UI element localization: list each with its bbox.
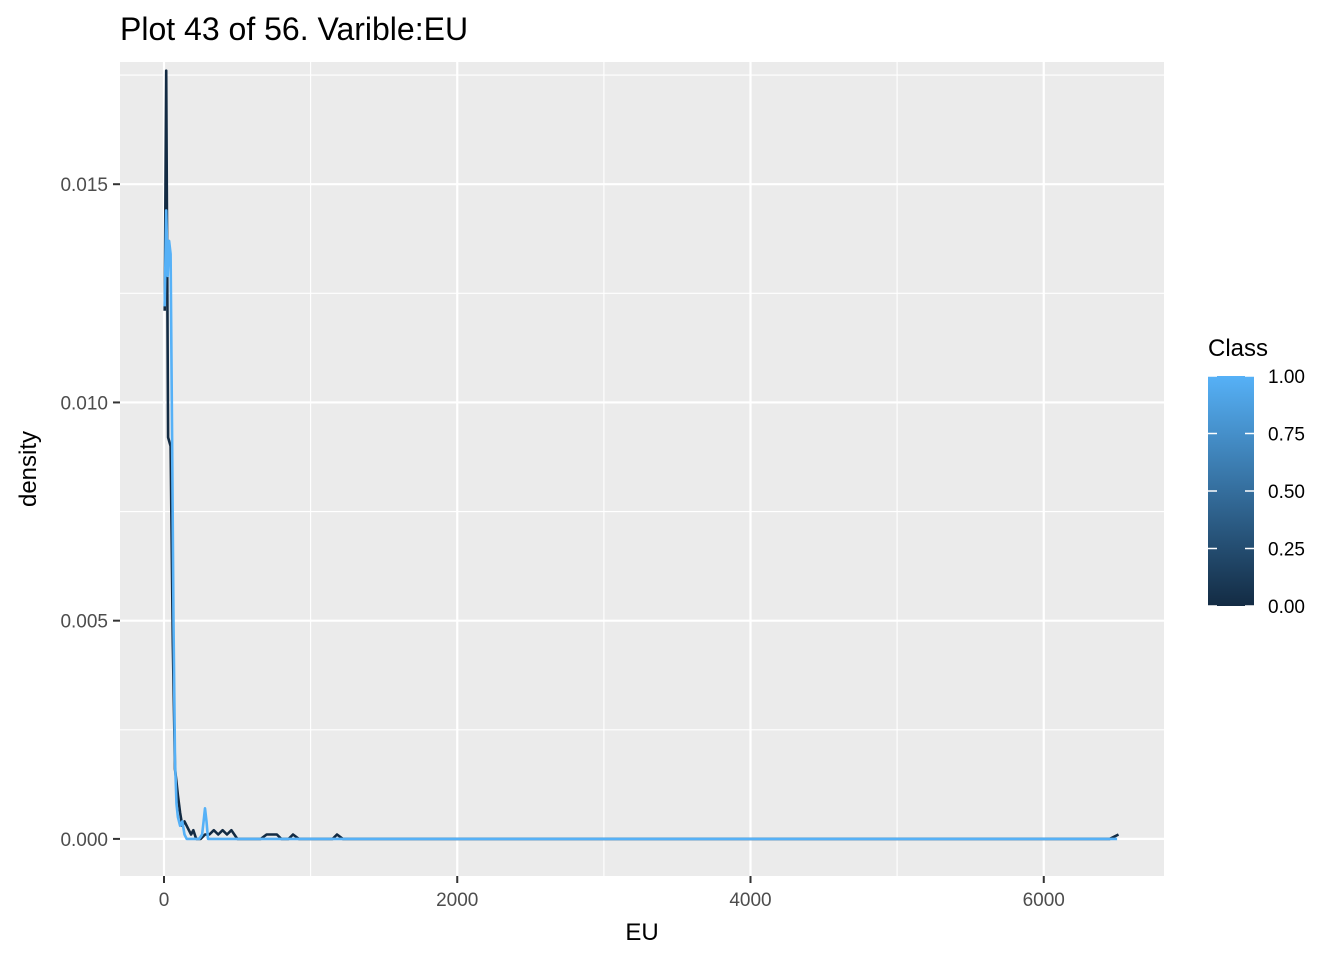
chart-title: Plot 43 of 56. Varible:EU — [120, 11, 468, 47]
x-tick-label: 4000 — [729, 890, 771, 911]
legend-label: 0.00 — [1268, 597, 1305, 618]
plot-panel — [120, 62, 1164, 876]
density-line-class-1 — [163, 209, 1118, 841]
legend-ticks: 0.00 0.25 0.50 0.75 1.00 — [1208, 367, 1305, 618]
y-tick-label: 0.015 — [60, 175, 108, 196]
x-axis: 0 2000 4000 6000 — [159, 876, 1065, 911]
x-tick-label: 6000 — [1023, 890, 1065, 911]
x-tick-label: 2000 — [436, 890, 478, 911]
legend-label: 0.25 — [1268, 540, 1305, 561]
legend-title: Class — [1208, 335, 1268, 362]
legend-label: 0.75 — [1268, 425, 1305, 446]
y-tick-label: 0.005 — [60, 612, 108, 633]
y-axis-title: density — [15, 431, 42, 507]
legend-label: 0.50 — [1268, 482, 1305, 503]
minor-gridlines — [120, 62, 1164, 876]
y-tick-label: 0.000 — [60, 830, 108, 851]
x-axis-title: EU — [625, 919, 658, 946]
x-tick-label: 0 — [159, 890, 170, 911]
series-lines — [163, 69, 1120, 841]
legend: Class 0.00 0.25 0.50 0.75 1.00 — [1208, 335, 1305, 618]
y-tick-label: 0.010 — [60, 393, 108, 414]
y-axis: 0.000 0.005 0.010 0.015 — [60, 175, 120, 851]
legend-label: 1.00 — [1268, 367, 1305, 388]
